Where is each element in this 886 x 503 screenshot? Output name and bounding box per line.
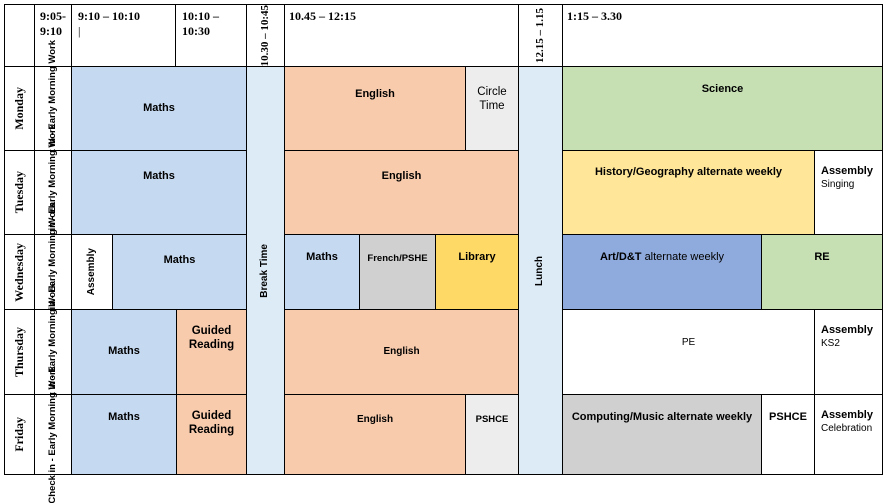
header-time-midmorning: 10:10 – 10:30 <box>175 4 247 67</box>
lesson-monday-circle-time: Circle Time <box>465 66 519 151</box>
assembly-label: Assembly <box>821 409 873 421</box>
lesson-friday-pshce-pm: PSHCE <box>761 394 815 475</box>
lesson-wednesday-french-pshe: French/PSHE <box>359 234 436 310</box>
day-label-friday: Friday <box>4 394 35 475</box>
lesson-wednesday-library: Library <box>435 234 519 310</box>
assembly-sub-label: Celebration <box>821 422 873 434</box>
header-time-label: 10.45 – 12:15 <box>289 9 356 23</box>
lesson-monday-science: Science <box>562 66 883 151</box>
header-time-label: 1:15 – 3.30 <box>567 9 622 23</box>
check-in-cell: Check in - Early Morning Work <box>34 366 72 503</box>
lesson-friday-guided-reading: Guided Reading <box>176 394 247 475</box>
header-time-label: 12.15 – 1.15 <box>533 8 546 63</box>
lesson-thursday-english: English <box>284 309 519 395</box>
header-time-afternoon: 1:15 – 3.30 <box>562 4 883 67</box>
header-time-checkin: 9:05-9:10 <box>34 4 72 67</box>
lesson-wednesday-art-dt: Art/D&T alternate weekly <box>562 234 762 310</box>
lesson-friday-english: English <box>284 394 466 475</box>
lesson-friday-maths: Maths <box>71 394 177 475</box>
lesson-monday-maths: Maths <box>71 66 247 151</box>
assembly-sub-label: KS2 <box>821 337 840 349</box>
lunch-cell: Lunch <box>518 66 563 475</box>
header-time-lateMorning: 10.45 – 12:15 <box>284 4 519 67</box>
lesson-tuesday-history-geography: History/Geography alternate weekly <box>562 150 815 235</box>
header-time-label: 9:05-9:10 <box>40 9 66 38</box>
text-cursor: | <box>78 24 81 38</box>
lesson-monday-english: English <box>284 66 466 151</box>
lesson-tuesday-maths: Maths <box>71 150 247 235</box>
lesson-wednesday-maths-am: Maths <box>112 234 247 310</box>
header-corner <box>4 4 35 67</box>
header-time-label: 9:10 – 10:10 <box>78 9 140 23</box>
lesson-thursday-pe: PE <box>562 309 815 395</box>
lesson-thursday-assembly: Assembly KS2 <box>814 309 883 395</box>
header-time-break: 10.30 – 10:45 <box>246 4 285 67</box>
assembly-label: Assembly <box>821 165 873 177</box>
header-time-label: 10:10 – 10:30 <box>182 9 219 38</box>
lesson-friday-computing-music: Computing/Music alternate weekly <box>562 394 762 475</box>
assembly-label: Assembly <box>821 324 873 336</box>
lesson-thursday-guided-reading: Guided Reading <box>176 309 247 395</box>
lesson-tuesday-english: English <box>284 150 519 235</box>
lesson-tuesday-assembly: Assembly Singing <box>814 150 883 235</box>
header-time-lunch: 12.15 – 1.15 <box>518 4 563 67</box>
art-dt-suffix: alternate weekly <box>644 251 725 263</box>
lesson-wednesday-maths: Maths <box>284 234 360 310</box>
check-in-cell: Check in - Early Morning Work <box>34 124 72 261</box>
day-label-wednesday: Wednesday <box>4 234 35 310</box>
header-time-label: 10.30 – 10:45 <box>258 4 271 67</box>
art-dt-label: Art/D&T <box>599 251 642 263</box>
timetable: 9:05-9:10 9:10 – 10:10 | 10:10 – 10:30 1… <box>4 4 883 503</box>
lesson-friday-pshce: PSHCE <box>465 394 519 475</box>
break-time-cell: Break Time <box>246 66 285 475</box>
lesson-friday-assembly: Assembly Celebration <box>814 394 883 475</box>
lesson-wednesday-assembly: Assembly <box>71 234 113 310</box>
header-time-maths: 9:10 – 10:10 | <box>71 4 176 67</box>
lesson-thursday-maths: Maths <box>71 309 177 395</box>
day-label-thursday: Thursday <box>4 309 35 395</box>
lesson-wednesday-re: RE <box>761 234 883 310</box>
day-label-monday: Monday <box>4 66 35 151</box>
assembly-sub-label: Singing <box>821 178 855 190</box>
day-label-tuesday: Tuesday <box>4 150 35 235</box>
